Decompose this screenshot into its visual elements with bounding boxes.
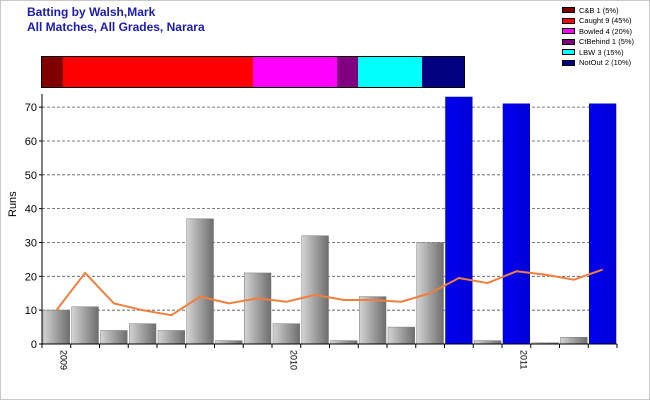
legend: C&B 1 (5%) Caught 9 (45%) Bowled 4 (20%)… [562, 5, 634, 68]
legend-label: Caught 9 (45%) [579, 16, 632, 26]
runs-bar [301, 235, 329, 345]
runs-bar [272, 323, 300, 345]
chart-title: Batting by Walsh,Mark [27, 5, 156, 19]
runs-bar [215, 340, 243, 345]
y-tick-label: 60 [25, 136, 37, 148]
not-out-bar [445, 96, 473, 345]
x-tick-label: 2011 [518, 350, 528, 369]
y-tick-label: 50 [25, 170, 37, 182]
legend-label: LBW 3 (15%) [579, 47, 624, 57]
dismissal-segment [252, 57, 338, 87]
dismissal-segment [358, 57, 422, 87]
runs-bar [129, 323, 157, 345]
runs-bar [244, 272, 272, 345]
x-tick-label: 2010 [288, 350, 298, 370]
legend-label: Bowled 4 (20%) [579, 26, 632, 36]
runs-bar [186, 218, 214, 345]
chart-subtitle: All Matches, All Grades, Narara [27, 20, 205, 34]
average-line [55, 268, 603, 317]
dismissal-segment [42, 57, 64, 87]
legend-item: NotOut 2 (10%) [562, 58, 634, 69]
legend-item: C&B 1 (5%) [562, 5, 634, 16]
legend-label: C&B 1 (5%) [579, 5, 619, 15]
legend-swatch [562, 28, 575, 35]
legend-item: LBW 3 (15%) [562, 47, 634, 58]
y-tick-label: 0 [31, 339, 37, 351]
legend-item: CtBehind 1 (5%) [562, 37, 634, 48]
dismissal-segment [421, 57, 464, 87]
legend-item: Bowled 4 (20%) [562, 26, 634, 37]
runs-bar [359, 296, 387, 345]
x-tick-label: 2009 [58, 350, 68, 370]
legend-label: CtBehind 1 (5%) [579, 37, 635, 47]
y-tick-label: 30 [25, 237, 37, 249]
dismissal-segment [337, 57, 359, 87]
runs-bar [560, 336, 588, 345]
runs-bar [474, 340, 502, 345]
runs-bar [100, 330, 128, 345]
legend-swatch [562, 7, 575, 14]
runs-bar [157, 330, 185, 345]
legend-label: NotOut 2 (10%) [579, 58, 632, 68]
not-out-bar [589, 103, 617, 345]
y-tick-label: 20 [25, 271, 37, 283]
y-tick-label: 10 [25, 305, 37, 317]
dismissal-distribution-bar [41, 56, 465, 88]
runs-bar [330, 340, 358, 345]
legend-item: Caught 9 (45%) [562, 16, 634, 27]
runs-bar [42, 309, 70, 345]
y-tick-label: 40 [25, 204, 37, 216]
runs-bar [71, 306, 99, 345]
legend-swatch [562, 49, 575, 56]
legend-swatch [562, 17, 575, 24]
runs-bar [387, 326, 415, 345]
legend-swatch [562, 59, 575, 66]
legend-swatch [562, 38, 575, 45]
y-tick-label: 70 [25, 102, 37, 114]
not-out-bar [502, 103, 530, 345]
dismissal-segment [63, 57, 253, 87]
